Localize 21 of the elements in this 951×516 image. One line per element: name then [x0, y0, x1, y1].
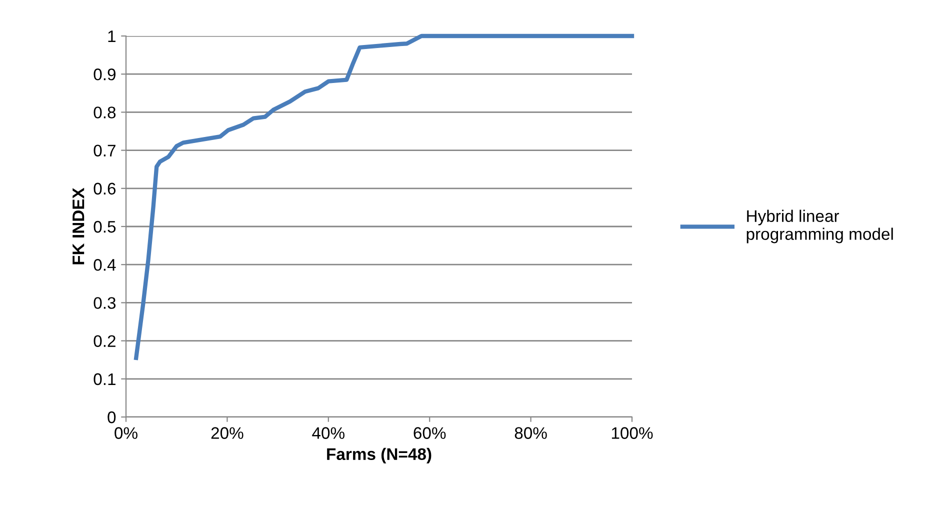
x-tick-label: 20% [211, 427, 244, 439]
y-tick-label: 1 [108, 30, 116, 42]
y-tick-label: 0 [108, 411, 116, 424]
line-series [134, 34, 634, 360]
y-tick-label: 0.3 [94, 297, 116, 309]
y-tick-label: 0.8 [94, 106, 116, 118]
y-tick-label: 0.7 [94, 144, 116, 157]
y-tick-label: 0.6 [94, 182, 116, 195]
y-axis-title: FK INDEX [72, 188, 84, 264]
y-tick-label: 0.1 [94, 373, 116, 386]
x-tick-label: 80% [514, 427, 547, 439]
y-tick-label: 0.5 [94, 220, 116, 233]
y-tick-label: 0.2 [94, 335, 116, 348]
x-tick-label: 60% [414, 427, 446, 439]
y-tick-label: 0.4 [94, 259, 116, 271]
x-tick-label: 100% [612, 427, 653, 439]
y-tick-label: 0.9 [94, 68, 116, 80]
x-axis-title: Farms (N=48) [327, 448, 432, 464]
x-tick-label: 0% [114, 427, 138, 439]
x-tick-label: 40% [312, 427, 344, 439]
legend-label: Hybrid linear programming model [746, 210, 893, 244]
